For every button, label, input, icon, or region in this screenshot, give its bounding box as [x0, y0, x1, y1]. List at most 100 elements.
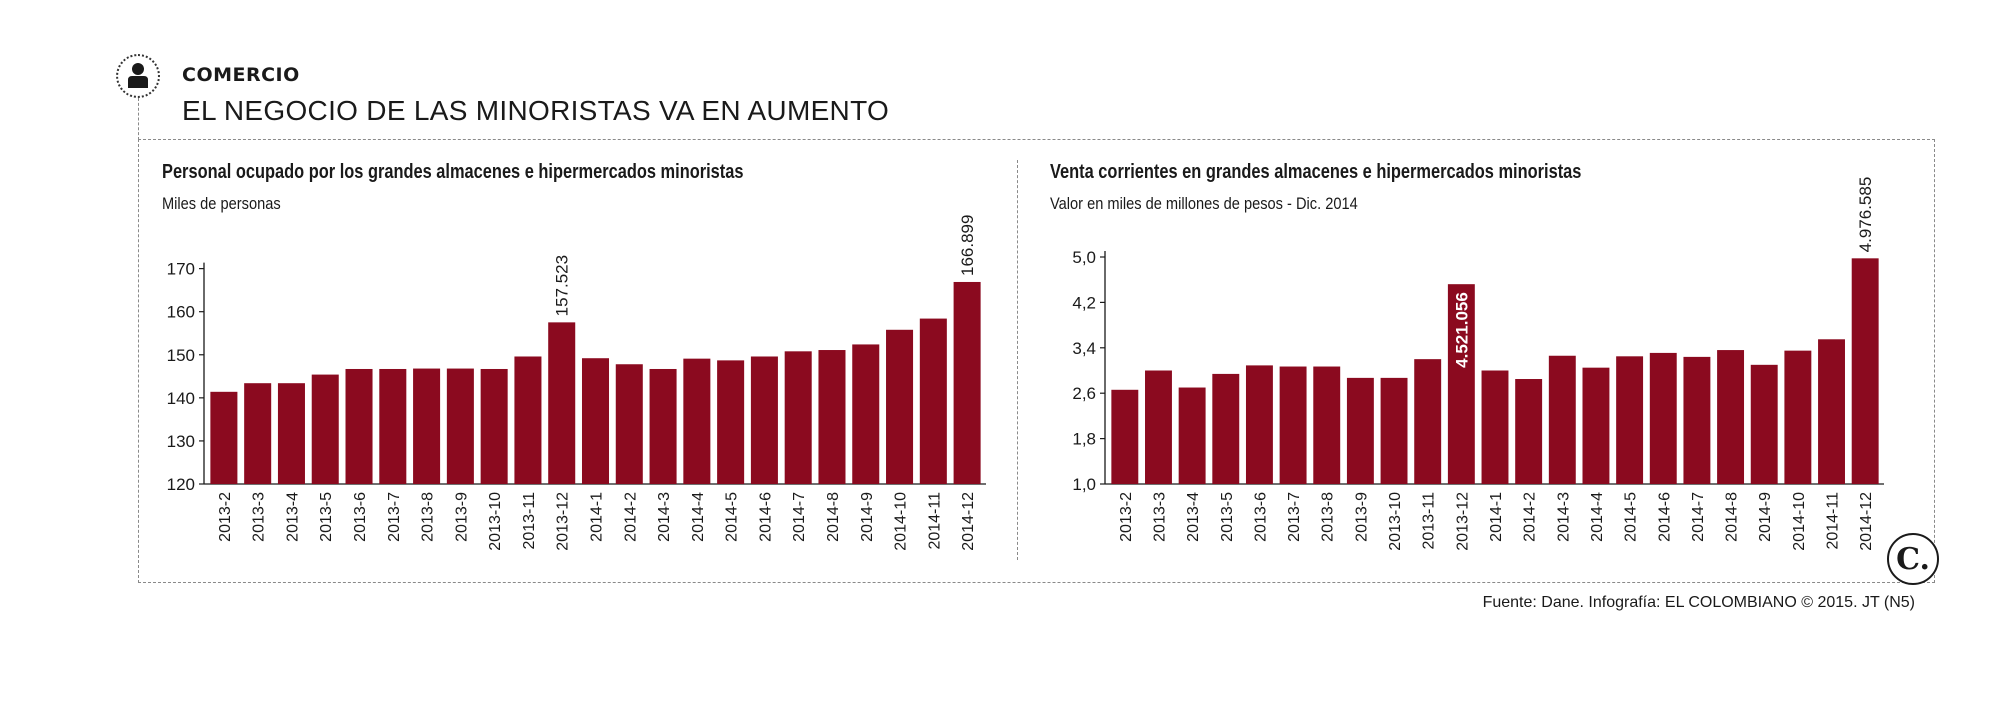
bar	[1212, 373, 1240, 484]
chart-subtitle-right: Valor en miles de millones de pesos - Di…	[1050, 194, 1358, 213]
x-tick-label: 2014-5	[1623, 492, 1640, 542]
bar	[615, 364, 643, 484]
bar	[818, 350, 846, 484]
bar	[1380, 377, 1408, 484]
bar	[345, 368, 373, 484]
bar	[379, 368, 407, 484]
x-tick-label: 2014-6	[757, 492, 774, 542]
x-tick-label: 2014-2	[622, 492, 639, 542]
bar	[1245, 365, 1273, 484]
y-tick-label: 170	[167, 260, 195, 279]
bar	[480, 368, 508, 484]
charts-frame	[138, 139, 1935, 583]
bar	[750, 356, 778, 484]
bar	[244, 383, 272, 484]
bar	[1548, 355, 1576, 484]
chart-title-left: Personal ocupado por los grandes almacen…	[162, 161, 744, 183]
y-tick-label: 1,8	[1072, 430, 1096, 449]
data-label: 4.976.585	[1856, 177, 1875, 253]
x-tick-label: 2013-3	[251, 492, 268, 542]
x-tick-label: 2014-1	[1488, 492, 1505, 542]
x-tick-label: 2013-12	[555, 492, 572, 551]
x-tick-label: 2014-3	[656, 492, 673, 542]
bar	[1481, 370, 1509, 484]
bar	[1515, 379, 1543, 484]
x-tick-label: 2014-12	[1858, 492, 1875, 551]
x-tick-label: 2013-10	[487, 492, 504, 551]
bar	[1582, 367, 1610, 484]
y-tick-label: 140	[167, 389, 195, 408]
x-tick-label: 2013-10	[1387, 492, 1404, 551]
bar	[953, 281, 981, 484]
x-tick-label: 2013-7	[1286, 492, 1303, 542]
bar	[581, 358, 610, 484]
x-tick-label: 2014-11	[926, 492, 943, 550]
bar	[1111, 389, 1139, 484]
bar	[1145, 370, 1172, 484]
data-label: 166.899	[958, 215, 977, 276]
bar	[1649, 352, 1677, 484]
x-tick-label: 2014-10	[1791, 492, 1808, 551]
bar	[210, 391, 238, 484]
bar	[784, 351, 812, 484]
bar	[919, 318, 947, 484]
x-tick-label: 2013-8	[420, 492, 437, 542]
x-tick-label: 2013-6	[1252, 492, 1269, 542]
x-tick-label: 2014-4	[690, 492, 707, 542]
x-tick-label: 2014-4	[1589, 492, 1606, 542]
x-tick-label: 2013-2	[1118, 492, 1135, 542]
bar	[311, 374, 339, 484]
y-tick-label: 3,4	[1072, 339, 1096, 358]
source-credit: Fuente: Dane. Infografía: EL COLOMBIANO …	[1482, 594, 1915, 611]
x-tick-label: 2014-9	[1757, 492, 1774, 542]
x-tick-label: 2013-5	[318, 492, 335, 542]
y-tick-label: 120	[167, 475, 195, 494]
bar	[413, 368, 441, 484]
x-tick-label: 2013-9	[453, 492, 470, 542]
bar	[548, 322, 576, 484]
bar	[1313, 366, 1341, 484]
y-tick-label: 5,0	[1072, 248, 1096, 267]
x-tick-label: 2014-11	[1825, 492, 1842, 550]
chart-subtitle-left: Miles de personas	[162, 194, 281, 213]
bar	[1683, 356, 1711, 484]
x-tick-label: 2014-7	[1690, 492, 1707, 542]
bar	[886, 329, 914, 484]
x-tick-label: 2014-7	[791, 492, 808, 542]
y-tick-label: 2,6	[1072, 384, 1096, 403]
bar	[1616, 356, 1644, 484]
bar	[1818, 339, 1845, 484]
x-tick-label: 2013-4	[284, 492, 301, 542]
x-tick-label: 2014-6	[1656, 492, 1673, 542]
bar	[277, 383, 305, 484]
bar	[683, 358, 711, 484]
bar	[446, 368, 474, 484]
bar	[514, 356, 542, 484]
x-tick-label: 2013-4	[1185, 492, 1202, 542]
bar	[1447, 284, 1475, 484]
data-label: 4.521.056	[1452, 292, 1471, 368]
x-tick-label: 2013-7	[386, 492, 403, 542]
frame-leader-line	[138, 98, 139, 140]
y-tick-label: 150	[167, 346, 195, 365]
bar	[852, 344, 880, 484]
x-tick-label: 2013-3	[1151, 492, 1168, 542]
bar	[717, 360, 745, 484]
bar	[1178, 387, 1206, 484]
section-kicker: COMERCIO	[182, 64, 300, 86]
bar	[1784, 350, 1812, 484]
x-tick-label: 2013-6	[352, 492, 369, 542]
bar	[1414, 359, 1442, 484]
person-icon	[116, 54, 160, 98]
x-tick-label: 2014-5	[724, 492, 741, 542]
x-tick-label: 2013-2	[217, 492, 234, 542]
bar	[1750, 364, 1778, 484]
x-tick-label: 2014-3	[1555, 492, 1572, 542]
data-label: 157.523	[553, 255, 572, 316]
bar	[1346, 377, 1374, 484]
y-tick-label: 130	[167, 432, 195, 451]
y-tick-label: 1,0	[1072, 475, 1096, 494]
x-tick-label: 2014-1	[589, 492, 606, 542]
y-tick-label: 160	[167, 303, 195, 322]
